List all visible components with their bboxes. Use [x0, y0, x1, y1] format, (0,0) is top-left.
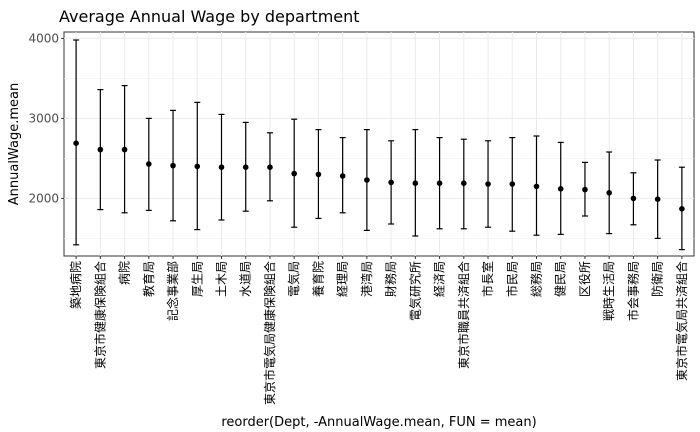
x-tick-label: 教育局	[141, 261, 156, 297]
mean-point	[97, 146, 104, 153]
mean-point	[461, 180, 467, 186]
x-tick-label: 養育院	[310, 261, 325, 297]
y-axis-title: AnnualWage.mean	[7, 83, 22, 205]
mean-point	[485, 181, 491, 187]
x-tick-label: 記念事業部	[165, 261, 180, 321]
y-tick-label: 3000	[28, 111, 59, 125]
mean-point	[582, 186, 588, 193]
mean-point	[509, 181, 516, 187]
y-tick-label: 2000	[28, 191, 59, 205]
mean-point	[606, 190, 612, 196]
mean-point	[364, 177, 370, 183]
x-tick-label: 財務局	[383, 261, 398, 297]
x-tick-label: 病院	[117, 261, 132, 285]
x-tick-label: 区役所	[577, 261, 592, 297]
axis-ticks: 2000 3000 4000	[28, 31, 683, 259]
mean-point	[630, 195, 637, 202]
mean-point	[218, 164, 225, 170]
x-tick-label: 東京市電気局健康保険組合	[262, 261, 277, 405]
x-tick-labels: 築地病院 東京市健康保険組合 病院 教育局 記念事業部 厚生局 土木局 水道局 東京市電気局健康…	[68, 261, 689, 405]
mean-point	[412, 180, 419, 186]
plot-panel	[63, 31, 695, 257]
x-tick-label: 市会事務局	[625, 261, 640, 321]
x-tick-label: 水道局	[239, 261, 253, 297]
mean-point	[533, 183, 540, 190]
x-tick-label: 経理局	[336, 261, 350, 297]
x-axis-title: reorder(Dept, -AnnualWage.mean, FUN = me…	[221, 415, 536, 430]
x-tick-label: 戦時生活局	[602, 261, 616, 321]
x-tick-label: 築地病院	[68, 261, 83, 309]
y-tick-label: 4000	[28, 31, 59, 45]
mean-point	[146, 161, 152, 167]
x-tick-label: 東京市電気局共済組合	[674, 261, 689, 381]
mean-point	[121, 146, 128, 153]
mean-point	[194, 163, 201, 170]
chart-title: Average Annual Wage by department	[59, 7, 360, 26]
x-tick-label: 土木局	[215, 261, 229, 297]
mean-point	[242, 164, 249, 170]
mean-point	[654, 196, 661, 202]
mean-point	[679, 206, 685, 212]
x-tick-label: 総務局	[530, 261, 544, 297]
mean-point	[73, 140, 79, 146]
x-tick-label: 東京市職員共済組合	[456, 261, 471, 369]
x-tick-label: 市長室	[480, 261, 495, 297]
x-tick-label: 電気研究所	[407, 261, 422, 321]
mean-point	[291, 170, 297, 177]
mean-point	[315, 171, 322, 178]
x-tick-label: 防衛局	[650, 261, 665, 297]
x-tick-label: 東京市健康保険組合	[92, 261, 107, 369]
mean-point	[388, 179, 394, 186]
x-tick-label: 市民局	[504, 261, 519, 297]
mean-point	[339, 173, 346, 179]
x-tick-label: 港湾局	[359, 261, 374, 297]
mean-point	[170, 162, 176, 169]
mean-point	[436, 180, 443, 186]
x-tick-label: 健民局	[554, 261, 568, 297]
x-tick-label: 厚生局	[190, 261, 204, 297]
x-tick-label: 電気局	[286, 261, 301, 297]
mean-point	[267, 164, 273, 170]
chart-marks	[73, 39, 685, 251]
x-tick-label: 経済局	[432, 261, 447, 297]
mean-point	[557, 186, 564, 192]
